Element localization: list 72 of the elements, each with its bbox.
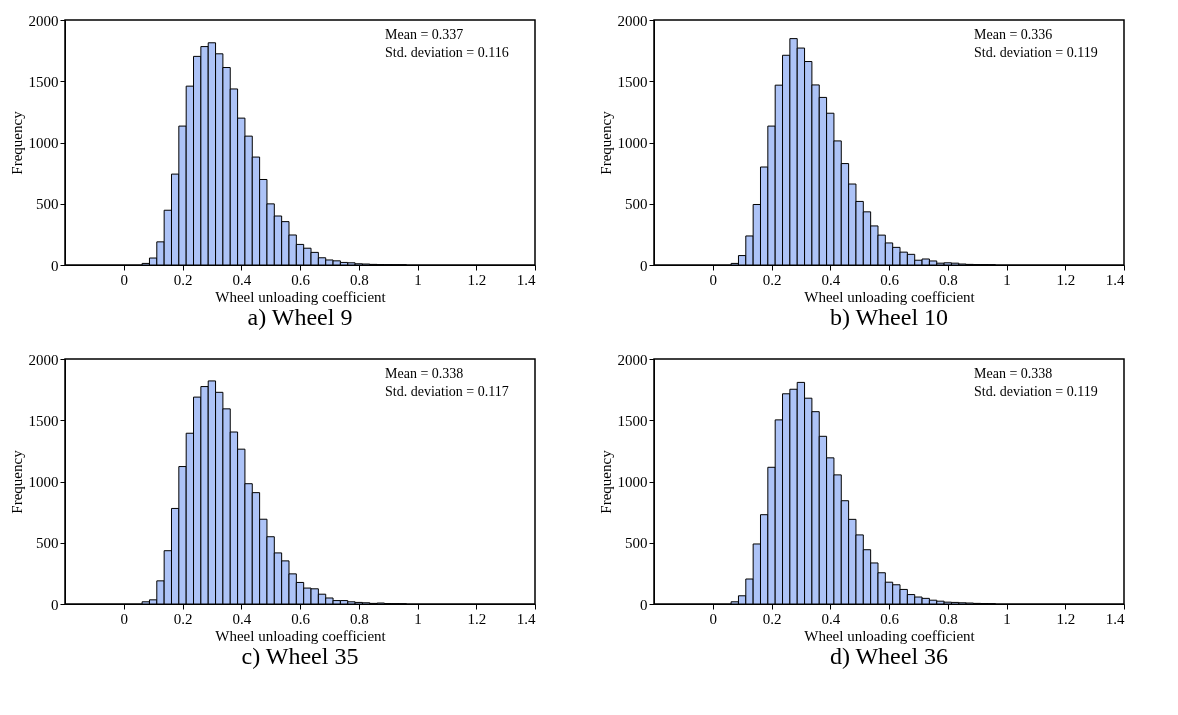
- x-tick-label: 1: [1003, 610, 1011, 627]
- x-tick-label: 0.8: [938, 610, 958, 627]
- x-tick-label: 0.4: [232, 271, 252, 288]
- x-tick-label: 0.4: [821, 271, 841, 288]
- x-tick-label: 0: [709, 271, 717, 288]
- x-tick-label: 0.4: [821, 610, 841, 627]
- x-tick-label: 0: [120, 610, 128, 627]
- annotation: Mean = 0.338: [385, 366, 464, 381]
- y-tick-label: 500: [36, 535, 59, 552]
- x-tick-label: 1.2: [467, 271, 487, 288]
- x-tick-label: 0.2: [762, 271, 782, 288]
- annotation: Mean = 0.338: [974, 366, 1053, 381]
- x-axis-title: Wheel unloading coefficient: [804, 627, 976, 644]
- x-tick-label: 0.6: [880, 271, 900, 288]
- annotation: Mean = 0.336: [974, 27, 1053, 42]
- y-tick-label: 2000: [28, 351, 59, 368]
- y-tick-label: 2000: [617, 12, 648, 29]
- y-tick-label: 1000: [28, 135, 59, 151]
- text: d) Wheel 36: [829, 643, 949, 669]
- text: c) Wheel 35: [241, 643, 359, 669]
- y-axis-title: Frequency: [8, 110, 25, 175]
- x-tick-label: 1.2: [467, 610, 487, 627]
- x-tick-label: 0.6: [291, 271, 311, 288]
- x-tick-label: 1.4: [1105, 610, 1125, 627]
- text: a) Wheel 9: [247, 304, 353, 330]
- x-tick-label: 0: [709, 610, 717, 627]
- y-axis-title: Frequency: [597, 110, 614, 175]
- y-tick-label: 1500: [28, 412, 59, 429]
- y-tick-label: 2000: [617, 351, 648, 368]
- x-axis-title: Wheel unloading coefficient: [215, 288, 387, 305]
- x-tick-label: 0.8: [349, 610, 369, 627]
- y-tick-label: 1000: [28, 474, 59, 490]
- y-tick-label: 0: [51, 596, 59, 613]
- y-tick-label: 500: [36, 196, 59, 213]
- y-tick-label: 0: [640, 596, 648, 613]
- annotation: Std. deviation = 0.117: [385, 384, 509, 399]
- x-tick-label: 0.8: [938, 271, 958, 288]
- y-tick-label: 1500: [28, 73, 59, 90]
- x-tick-label: 1.4: [1105, 271, 1125, 288]
- annotation: Mean = 0.337: [385, 27, 464, 42]
- y-tick-label: 500: [625, 196, 648, 213]
- annotation: Std. deviation = 0.119: [974, 45, 1098, 60]
- y-tick-label: 500: [625, 535, 648, 552]
- y-tick-label: 2000: [28, 12, 59, 29]
- x-tick-label: 1.4: [516, 271, 536, 288]
- x-tick-label: 0.2: [173, 271, 193, 288]
- x-tick-label: 0.8: [349, 271, 369, 288]
- x-tick-label: 1: [1003, 271, 1011, 288]
- x-tick-label: 1: [414, 610, 422, 627]
- x-tick-label: 0.6: [880, 610, 900, 627]
- x-tick-label: 1.2: [1056, 271, 1076, 288]
- y-axis-title: Frequency: [8, 449, 25, 514]
- x-axis-title: Wheel unloading coefficient: [215, 627, 387, 644]
- x-tick-label: 1: [414, 271, 422, 288]
- x-tick-label: 0.2: [762, 610, 782, 627]
- annotation: Std. deviation = 0.119: [974, 384, 1098, 399]
- x-tick-label: 0.6: [291, 610, 311, 627]
- y-tick-label: 1000: [617, 135, 648, 151]
- text: b) Wheel 10: [829, 304, 949, 330]
- y-tick-label: 1500: [617, 412, 648, 429]
- y-axis-title: Frequency: [597, 449, 614, 514]
- x-tick-label: 0.4: [232, 610, 252, 627]
- x-axis-title: Wheel unloading coefficient: [804, 288, 976, 305]
- x-tick-label: 1.2: [1056, 610, 1076, 627]
- x-tick-label: 1.4: [516, 610, 536, 627]
- y-tick-label: 0: [51, 257, 59, 274]
- x-tick-label: 0: [120, 271, 128, 288]
- annotation: Std. deviation = 0.116: [385, 45, 509, 60]
- y-tick-label: 1500: [617, 73, 648, 90]
- y-tick-label: 1000: [617, 474, 648, 490]
- y-tick-label: 0: [640, 257, 648, 274]
- x-tick-label: 0.2: [173, 610, 193, 627]
